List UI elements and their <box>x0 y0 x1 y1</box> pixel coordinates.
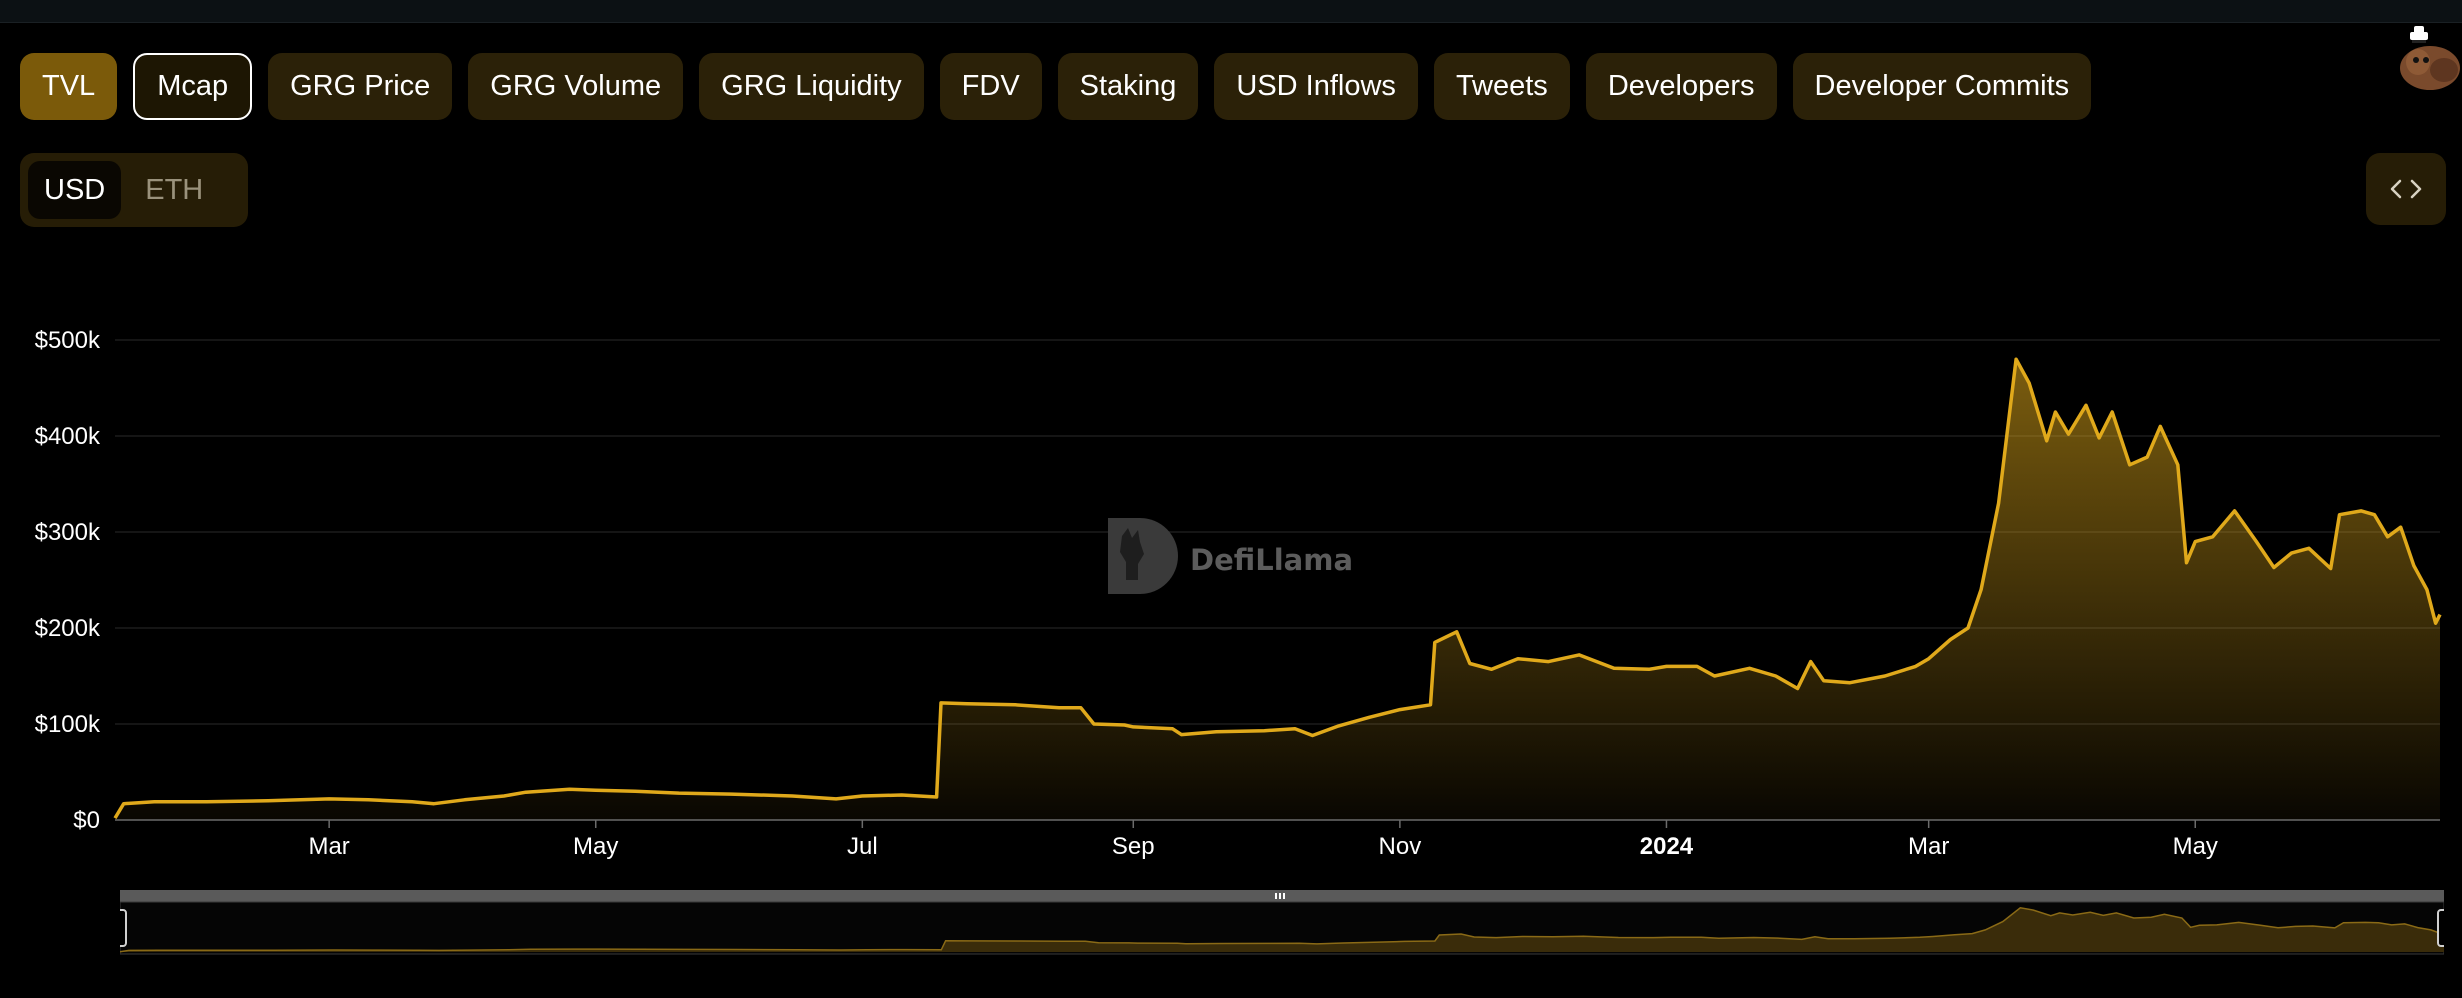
embed-button[interactable] <box>2366 153 2446 225</box>
tab-staking[interactable]: Staking <box>1057 53 1199 120</box>
y-tick-label: $300k <box>35 519 101 546</box>
y-tick-label: $100k <box>35 711 101 738</box>
tab-usd-inflows[interactable]: USD Inflows <box>1214 53 1418 120</box>
tvl-area-fill <box>115 359 2440 820</box>
tab-tweets[interactable]: Tweets <box>1433 53 1570 120</box>
tab-grg-price[interactable]: GRG Price <box>268 53 453 120</box>
slider-grip-icon <box>1275 893 1285 899</box>
tvl-chart: DefiLlama $0 $100k $200k $300k $400k $500k Ma… <box>35 327 2442 860</box>
x-axis-ticks: Mar May Jul Sep Nov 2024 Mar May <box>308 820 2218 860</box>
watermark-text: DefiLlama <box>1190 543 1353 577</box>
tab-developer-commits[interactable]: Developer Commits <box>1792 53 2092 120</box>
tab-fdv[interactable]: FDV <box>939 53 1042 120</box>
tab-developers[interactable]: Developers <box>1585 53 1777 120</box>
tab-grg-volume[interactable]: GRG Volume <box>468 53 684 120</box>
defillama-logo-icon <box>1108 518 1178 594</box>
llama-avatar-icon[interactable] <box>2392 22 2462 94</box>
x-tick-label: Mar <box>308 833 349 860</box>
x-tick-label: Sep <box>1112 833 1155 860</box>
x-tick-label: 2024 <box>1640 833 1694 860</box>
tab-grg-liquidity[interactable]: GRG Liquidity <box>699 53 924 120</box>
x-tick-label: May <box>573 833 618 860</box>
slider-track-handle[interactable] <box>120 890 2444 902</box>
range-slider[interactable] <box>120 890 2444 965</box>
currency-option-usd[interactable]: USD <box>28 161 122 219</box>
currency-toggle: USD ETH <box>20 153 248 227</box>
y-tick-label: $0 <box>73 807 100 834</box>
slider-right-handle[interactable] <box>2437 909 2444 947</box>
watermark: DefiLlama <box>1108 518 1353 594</box>
y-tick-label: $500k <box>35 327 101 354</box>
x-tick-label: Mar <box>1908 833 1949 860</box>
slider-left-handle[interactable] <box>120 909 127 947</box>
y-tick-label: $200k <box>35 615 101 642</box>
metric-tabs: TVL Mcap GRG Price GRG Volume GRG Liquidity F… <box>20 53 2092 120</box>
tab-tvl[interactable]: TVL <box>20 53 118 120</box>
tvl-series-line <box>113 357 2442 820</box>
code-brackets-icon <box>2390 179 2422 199</box>
currency-option-eth[interactable]: ETH <box>145 173 204 206</box>
slider-mini-line <box>120 907 2444 953</box>
slider-mini-area <box>120 907 2444 952</box>
y-axis-ticks: $0 $100k $200k $300k $400k $500k <box>35 327 101 834</box>
x-tick-label: Jul <box>847 833 878 860</box>
x-tick-label: May <box>2173 833 2218 860</box>
tab-mcap[interactable]: Mcap <box>133 53 253 120</box>
x-tick-label: Nov <box>1379 833 1422 860</box>
top-bar <box>0 0 2462 23</box>
y-tick-label: $400k <box>35 423 101 450</box>
